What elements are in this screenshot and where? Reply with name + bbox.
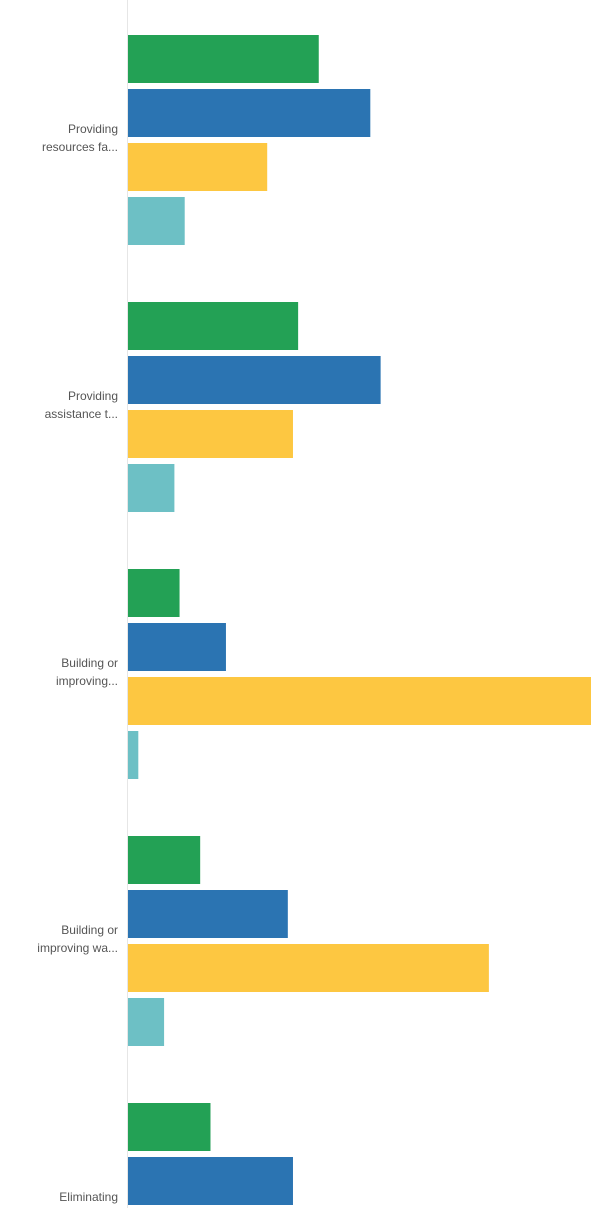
category-label-5-line-1: Eliminating: [59, 1190, 118, 1204]
bar-4-series-3: [128, 944, 489, 992]
category-label-3-line-1: Building or: [61, 656, 118, 670]
category-label-2-line-1: Providing: [68, 389, 118, 403]
category-label-4: Building or improving wa...: [37, 923, 118, 955]
bar-2-series-1: [128, 302, 298, 350]
category-label-2-line-2: assistance t...: [45, 407, 118, 421]
bar-2-series-3: [128, 410, 293, 458]
bar-1-series-3: [128, 143, 267, 191]
bars-layer: [128, 35, 591, 1205]
category-label-1-line-2: resources fa...: [42, 140, 118, 154]
bar-1-series-4: [128, 197, 185, 245]
category-label-3: Building or improving...: [56, 656, 118, 688]
category-label-4-line-1: Building or: [61, 923, 118, 937]
category-labels-layer: Providing resources fa... Providing assista…: [37, 122, 118, 1204]
bar-4-series-2: [128, 890, 288, 938]
bar-1-series-1: [128, 35, 319, 83]
category-label-2: Providing assistance t...: [45, 389, 118, 421]
category-label-1: Providing resources fa...: [42, 122, 118, 154]
bar-2-series-2: [128, 356, 381, 404]
bar-4-series-1: [128, 836, 200, 884]
bar-3-series-2: [128, 623, 226, 671]
bar-1-series-2: [128, 89, 370, 137]
bar-4-series-4: [128, 998, 164, 1046]
bar-3-series-3: [128, 677, 591, 725]
category-label-1-line-1: Providing: [68, 122, 118, 136]
category-label-3-line-2: improving...: [56, 674, 118, 688]
bar-3-series-4: [128, 731, 138, 779]
bar-5-series-1: [128, 1103, 210, 1151]
category-label-5: Eliminating: [59, 1190, 118, 1204]
category-label-4-line-2: improving wa...: [37, 941, 118, 955]
bar-3-series-1: [128, 569, 180, 617]
bar-2-series-4: [128, 464, 174, 512]
bar-5-series-2: [128, 1157, 293, 1205]
